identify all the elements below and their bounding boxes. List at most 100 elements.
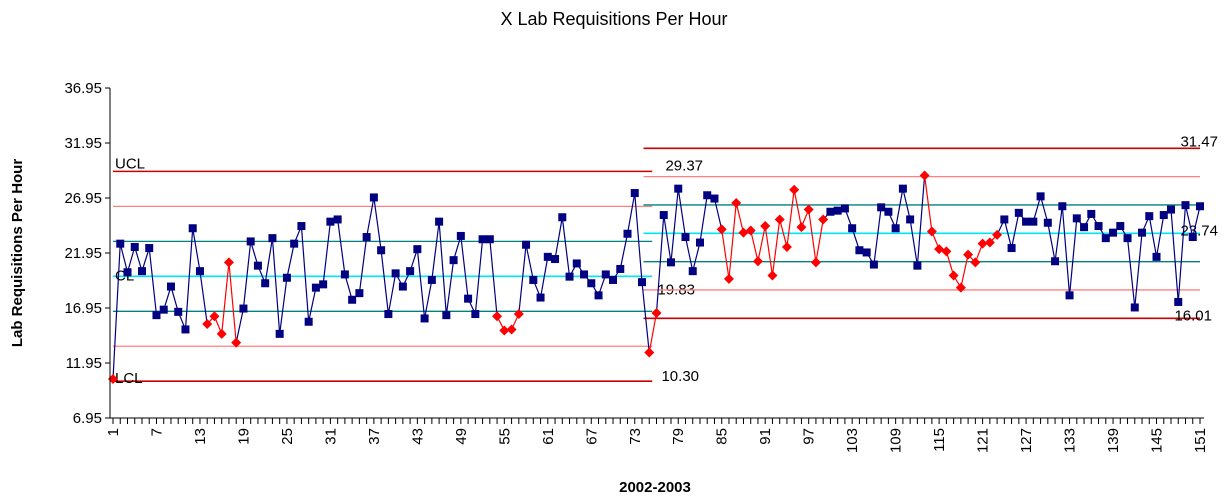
- point: [906, 215, 915, 224]
- point: [1072, 214, 1081, 223]
- segment: [771, 219, 781, 276]
- y-tick-label: 36.95: [64, 80, 102, 97]
- segment: [373, 197, 382, 251]
- point: [340, 270, 349, 279]
- point: [1109, 228, 1118, 237]
- segment: [692, 242, 701, 272]
- ucl-value: 31.47: [1180, 133, 1218, 150]
- point: [420, 314, 429, 323]
- point: [369, 193, 378, 202]
- x-tick-label: 127: [1018, 428, 1035, 453]
- flagged-point: [513, 309, 524, 320]
- segment: [670, 188, 679, 263]
- point: [1130, 303, 1139, 312]
- segment: [199, 271, 208, 325]
- point: [688, 267, 697, 276]
- point: [435, 217, 444, 226]
- segment: [779, 219, 788, 248]
- point: [1159, 211, 1168, 220]
- point: [246, 237, 255, 246]
- flagged-point: [774, 214, 785, 225]
- point: [1014, 208, 1023, 217]
- segment: [1061, 206, 1071, 296]
- segment: [539, 256, 549, 298]
- point: [239, 304, 248, 313]
- point: [116, 239, 125, 248]
- point: [398, 282, 407, 291]
- segment: [684, 236, 694, 272]
- segment: [1068, 218, 1078, 296]
- point: [290, 239, 299, 248]
- segment: [279, 277, 288, 334]
- y-tick-label: 26.95: [64, 190, 102, 207]
- segment: [1003, 219, 1013, 249]
- segment: [308, 287, 317, 322]
- point: [471, 310, 480, 319]
- segment: [786, 189, 795, 248]
- point: [1029, 217, 1038, 226]
- point: [1022, 217, 1031, 226]
- segment: [873, 207, 882, 265]
- segment: [721, 229, 730, 279]
- point: [1181, 201, 1190, 210]
- x-tick-label: 7: [148, 428, 165, 436]
- segment: [126, 246, 136, 273]
- segment: [561, 217, 571, 277]
- segment: [1148, 216, 1158, 257]
- point: [282, 273, 291, 282]
- point: [674, 184, 683, 193]
- point: [833, 206, 842, 215]
- flagged-point: [492, 311, 503, 322]
- chart-title: X Lab Requisitions Per Hour: [500, 9, 727, 29]
- point: [913, 261, 922, 270]
- lcl-name: LCL: [115, 370, 143, 387]
- segment: [764, 225, 774, 276]
- point: [406, 267, 415, 276]
- segment: [641, 282, 650, 353]
- point: [630, 189, 639, 198]
- y-tick-label: 11.95: [66, 355, 102, 372]
- point: [855, 246, 864, 255]
- segment: [895, 188, 904, 229]
- x-tick-label: 49: [453, 428, 470, 445]
- data-layer: [108, 170, 1204, 384]
- ucl-value: 29.37: [665, 157, 703, 174]
- flagged-point: [970, 257, 981, 268]
- point: [181, 325, 190, 334]
- segment: [1054, 206, 1063, 262]
- segment: [235, 308, 245, 343]
- flagged-point: [731, 197, 742, 208]
- segment: [322, 221, 331, 285]
- flagged-point: [231, 337, 242, 348]
- segment: [793, 189, 803, 228]
- segment: [170, 286, 179, 313]
- segment: [525, 244, 534, 281]
- point: [565, 272, 574, 281]
- segment: [119, 243, 129, 273]
- segment: [344, 274, 353, 300]
- segment: [438, 221, 447, 316]
- point: [485, 235, 494, 244]
- point: [377, 246, 386, 255]
- point: [638, 278, 647, 287]
- x-tick-label: 19: [235, 428, 252, 445]
- point: [1051, 257, 1060, 266]
- x-tick-label: 103: [844, 428, 861, 453]
- point: [159, 305, 168, 314]
- segment: [626, 192, 636, 234]
- x-tick-label: 67: [583, 428, 600, 445]
- flagged-point: [752, 256, 763, 267]
- x-tick-label: 61: [540, 428, 557, 445]
- point: [384, 310, 393, 319]
- flagged-point: [209, 311, 220, 322]
- point: [1094, 222, 1103, 231]
- flagged-point: [760, 221, 771, 232]
- y-tick-label: 16.95: [64, 300, 102, 317]
- flagged-point: [216, 328, 227, 339]
- point: [558, 213, 567, 222]
- point: [145, 244, 154, 253]
- segment: [924, 175, 933, 232]
- segment: [619, 233, 629, 270]
- segment: [424, 279, 433, 319]
- segment: [337, 219, 346, 275]
